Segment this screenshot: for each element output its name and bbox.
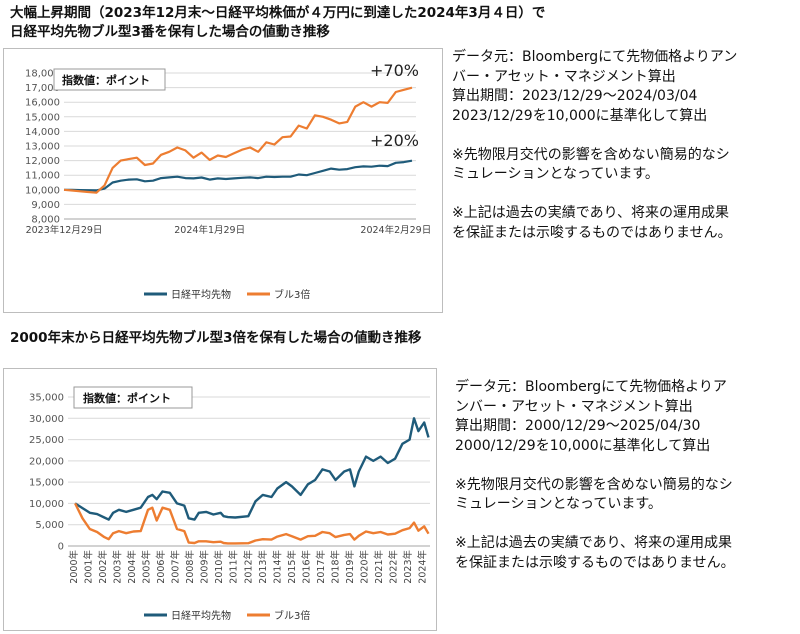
x-tick-label: 2017年 (315, 550, 327, 584)
x-tick-label: 2021年 (373, 550, 385, 584)
y-tick-label: 5,000 (35, 520, 64, 531)
chart1-panel: 8,000 9,000 10,000 11,000 12,000 13,000 14,000… (3, 48, 443, 313)
chart1-svg: 8,000 9,000 10,000 11,000 12,000 13,000 14,000… (25, 61, 431, 301)
section1-notes: データ元：Bloombergにて先物価格よりアン バー・アセット・マネジメント算… (452, 48, 737, 243)
note1-line: 算出期間：2023/12/29～2024/03/04 (452, 88, 698, 104)
x-tick-label: 2024年 (417, 550, 429, 584)
x-tick-label: 2023年 (402, 550, 414, 584)
legend-label-nikkei: 日経平均先物 (171, 609, 231, 622)
x-tick-label: 2010年 (213, 550, 225, 584)
unit-label-box (53, 68, 166, 91)
note2-line: データ元：Bloombergにて先物価格よりア (455, 379, 727, 395)
note1-line: データ元：Bloombergにて先物価格よりアン (452, 49, 738, 65)
x-tick-label: 2000年 (68, 550, 80, 584)
chart2-panel: 0 5,000 10,000 15,000 20,000 25,000 30,000 35,0… (3, 368, 437, 631)
y-tick-label: 25,000 (29, 435, 64, 446)
note1-line: を保証または示唆するものではありません。 (452, 224, 732, 241)
series-line-nikkei (63, 159, 413, 192)
section2-notes: データ元：Bloombergにて先物価格よりア ンバー・アセット・マネジメント算… (455, 378, 735, 573)
y-tick-label: 14,000 (25, 127, 60, 138)
x-tick-label: 2024年2月29日 (360, 224, 431, 236)
x-tick-label: 2020年 (359, 550, 371, 584)
note2-line: ミュレーションとなっています。 (455, 496, 662, 512)
note2-line: 算出期間：2000/12/29～2025/04/30 (455, 418, 701, 434)
x-tick-label: 2009年 (199, 550, 211, 584)
legend-label-bull3x: ブル3倍 (274, 609, 310, 622)
unit-label: 指数値：ポイント (62, 73, 150, 87)
note2-line: ※上記は過去の実績であり、将来の運用成果 (455, 535, 733, 551)
unit-label-box (73, 386, 193, 409)
note2-spacer (455, 456, 735, 476)
x-tick-label: 2001年 (82, 550, 94, 584)
note2-line: ※先物限月交代の影響を含めない簡易的なシ (455, 476, 733, 493)
x-tick-label: 2012年 (242, 550, 254, 584)
y-tick-label: 8,000 (31, 215, 60, 226)
unit-label: 指数値：ポイント (83, 391, 171, 405)
x-tick-label: 2005年 (141, 550, 153, 584)
x-tick-label: 2013年 (257, 550, 269, 584)
y-tick-label: 18,000 (25, 69, 60, 80)
note1-line: ※先物限月交代の影響を含めない簡易的なシ (452, 146, 730, 163)
y-tick-label: 30,000 (29, 414, 64, 425)
section1-title-line1: 大幅上昇期間（2023年12月末～日経平均株価が４万円に到達した2024年3月４… (10, 5, 546, 21)
series-line-nikkei (74, 417, 430, 521)
note1-line: 2023/12/29を10,000に基準化して算出 (452, 107, 708, 124)
section2-title: 2000年末から日経平均先物ブル型3倍を保有した場合の値動き推移 (10, 330, 422, 346)
y-tick-label: 10,000 (25, 185, 60, 196)
note1-line: バー・アセット・マネジメント算出 (452, 68, 676, 85)
note2-spacer (455, 515, 735, 535)
x-tick-label: 2018年 (330, 550, 342, 584)
x-tick-label: 2002年 (97, 550, 109, 584)
section1-title-line2: 日経平均先物ブル型3番を保有した場合の値動き推移 (10, 24, 330, 40)
x-tick-label: 2016年 (300, 550, 312, 584)
y-tick-label: 15,000 (25, 112, 60, 123)
y-tick-label: 16,000 (25, 98, 60, 109)
y-tick-label: 0 (58, 542, 64, 553)
note2-line: ンバー・アセット・マネジメント算出 (455, 398, 693, 415)
y-tick-label: 20,000 (29, 456, 64, 467)
x-tick-label: 2024年1月29日 (174, 224, 245, 236)
x-tick-label: 2019年 (344, 550, 356, 584)
y-tick-label: 12,000 (25, 156, 60, 167)
x-tick-label: 2004年 (126, 550, 138, 584)
note2-line: 2000/12/29を10,000に基準化して算出 (455, 437, 711, 454)
y-tick-label: 17,000 (25, 83, 60, 94)
legend-label-bull3x: ブル3倍 (274, 288, 310, 301)
x-tick-label: 2011年 (228, 550, 240, 584)
y-tick-label: 13,000 (25, 142, 60, 153)
y-tick-label: 11,000 (25, 171, 60, 182)
y-tick-label: 10,000 (29, 499, 64, 510)
series-line-bull3x (74, 502, 430, 545)
legend-label-nikkei: 日経平均先物 (171, 288, 231, 301)
series-line-bull3x (63, 86, 413, 194)
y-tick-label: 9,000 (31, 200, 60, 211)
y-tick-label: 35,000 (29, 393, 64, 404)
annotation-plus20: +20% (370, 131, 419, 150)
note1-line: ※上記は過去の実績であり、将来の運用成果 (452, 205, 730, 221)
x-tick-label: 2006年 (155, 550, 167, 584)
x-tick-label: 2015年 (286, 550, 298, 584)
note2-line: を保証または示唆するものではありません。 (455, 554, 735, 571)
note1-spacer (452, 185, 737, 205)
y-tick-label: 15,000 (29, 478, 64, 489)
x-tick-label: 2003年 (111, 550, 123, 584)
x-tick-label: 2022年 (388, 550, 400, 584)
annotation-plus70: +70% (370, 61, 419, 80)
note1-line: ミュレーションとなっています。 (452, 166, 659, 182)
x-tick-label: 2023年12月29日 (26, 224, 103, 236)
x-tick-label: 2008年 (184, 550, 196, 584)
note1-spacer (452, 126, 737, 146)
chart2-svg: 0 5,000 10,000 15,000 20,000 25,000 30,000 35,0… (29, 386, 430, 622)
x-tick-label: 2014年 (271, 550, 283, 584)
x-tick-label: 2007年 (170, 550, 182, 584)
